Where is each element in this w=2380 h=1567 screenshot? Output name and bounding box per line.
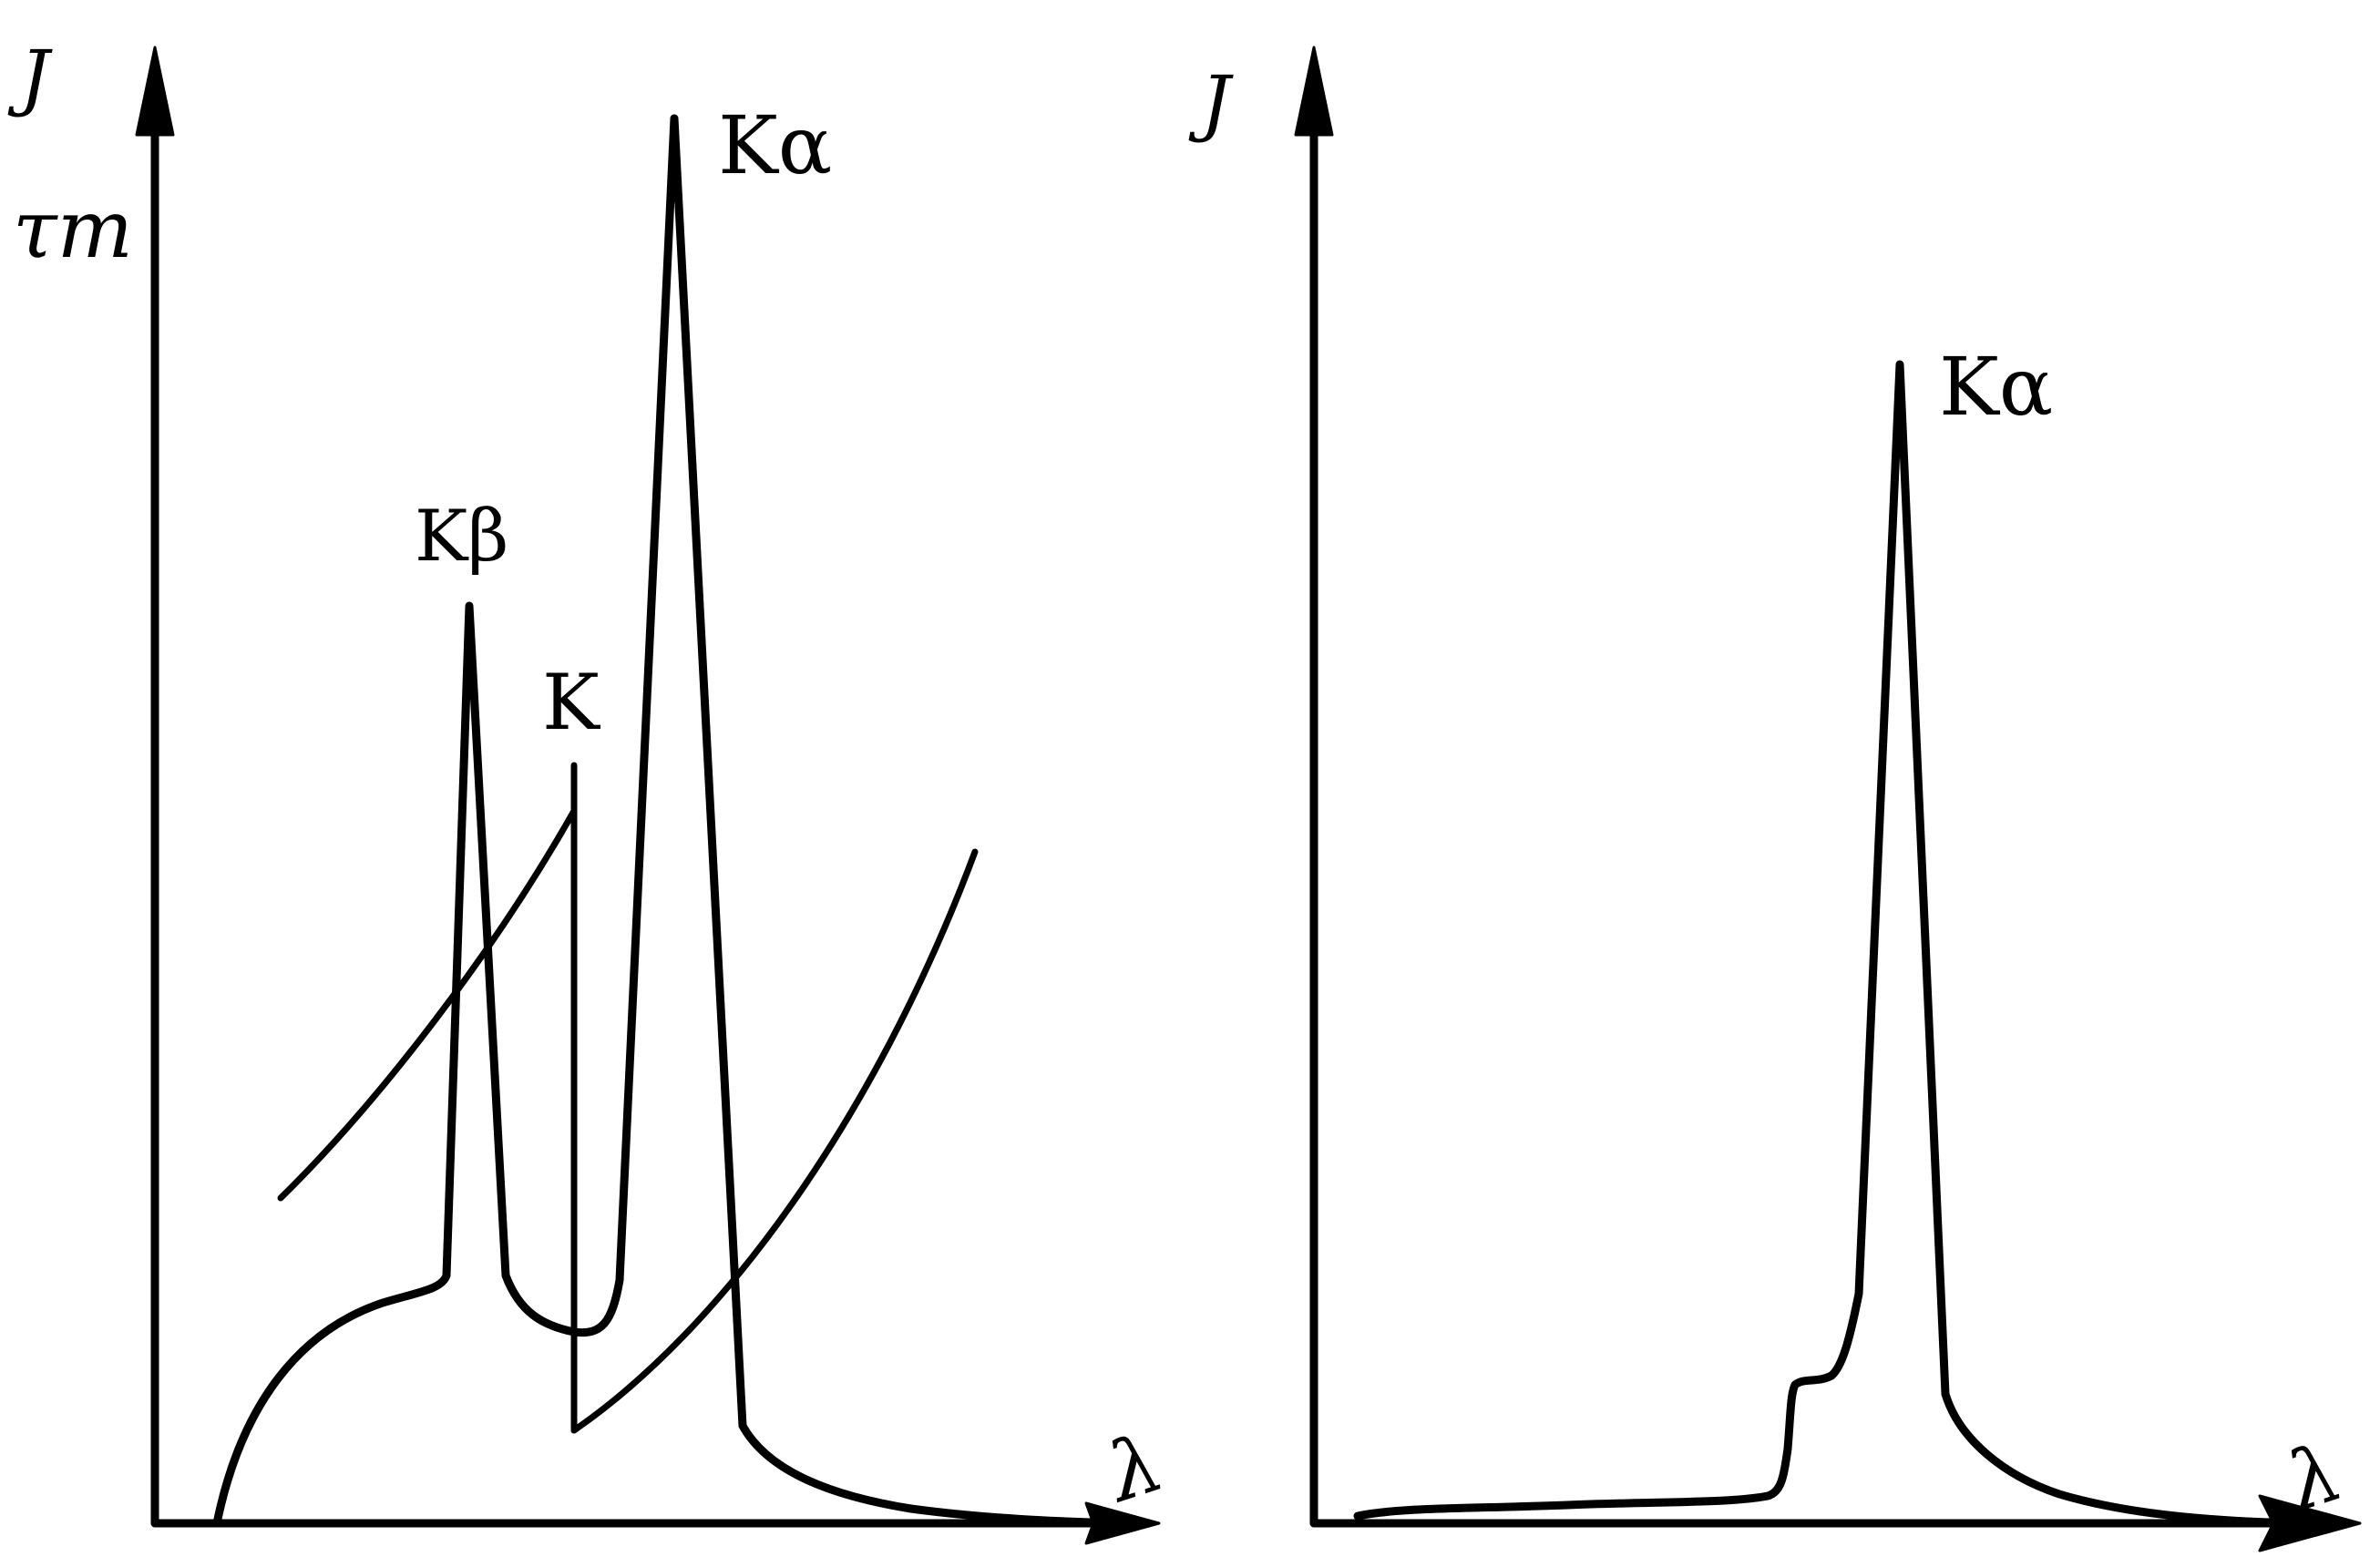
- left-y-axis-label-bottom: τm: [13, 182, 133, 276]
- left-absorption-curve-short: [277, 807, 578, 1202]
- right-peak-k-alpha-label: Kα: [1939, 340, 2053, 434]
- right-panel: J λ Kα: [1188, 46, 2362, 1552]
- left-y-axis-label-top: J: [7, 35, 53, 119]
- left-peak-k-beta-label: Kβ: [415, 496, 508, 578]
- left-y-axis-arrowhead: [135, 46, 175, 137]
- left-x-axis-label: λ: [1094, 1415, 1175, 1521]
- right-y-axis-label: J: [1188, 60, 1234, 145]
- left-panel: J τm λ Kβ K Kα: [7, 35, 1175, 1545]
- left-emission-spectrum-curve: [212, 114, 1125, 1528]
- left-edge-k-label: K: [542, 658, 601, 747]
- left-absorption-curve-long: [570, 848, 979, 1434]
- right-y-axis-arrowhead: [1294, 46, 1334, 137]
- right-filtered-spectrum-curve: [1353, 360, 2301, 1528]
- left-peak-k-alpha-label: Kα: [718, 98, 832, 192]
